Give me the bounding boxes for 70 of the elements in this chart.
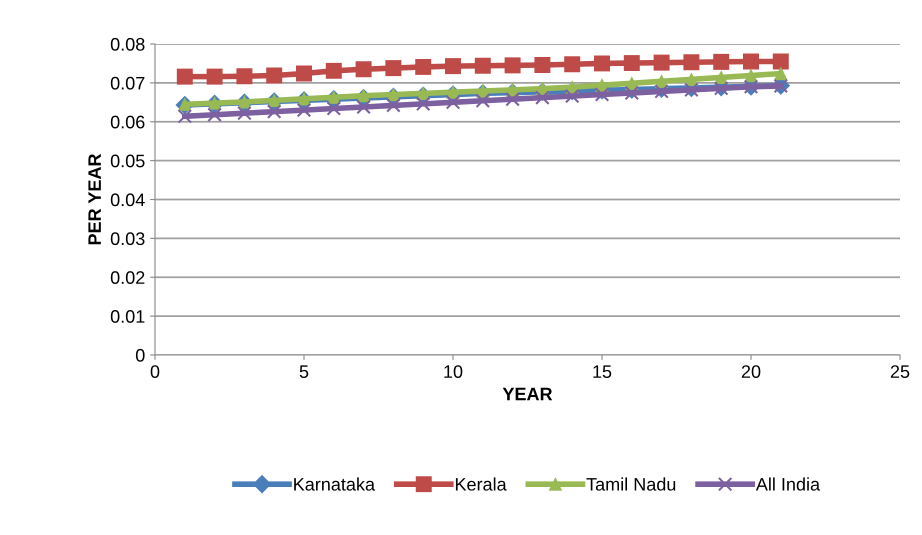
x-axis-title: YEAR [502,388,552,400]
point [327,90,340,104]
y-tick-label: 0.02 [110,271,144,284]
point [207,107,222,122]
point [535,90,550,105]
point [385,60,402,76]
point [206,68,223,85]
point [594,55,610,72]
point [564,56,580,72]
point [296,66,312,82]
point [176,68,193,85]
x-tick-label: 25 [890,365,910,378]
point [297,92,311,106]
point [624,86,640,100]
point [356,100,371,114]
y-tick-label: 0.08 [110,38,144,51]
point [415,58,432,75]
y-tick-label: 0 [136,348,145,362]
y-tick-label: 0.01 [110,310,144,323]
point [774,66,788,80]
point [564,88,580,104]
point [416,96,430,112]
legend-label: Tamil Nadu [586,477,676,491]
y-tick-label: 0.05 [110,154,145,168]
point [654,54,670,71]
point [326,101,342,116]
legend-label: All India [756,477,820,491]
point [237,106,252,120]
legend-label: Kerala [456,477,507,491]
point [713,54,730,70]
point [714,81,728,96]
y-tick-label: 0.06 [110,116,144,128]
point [683,54,700,70]
point [238,95,251,109]
point [445,58,461,74]
point [743,54,759,70]
point [744,68,758,82]
y-tick-label: 0.07 [110,76,144,90]
point [654,84,669,99]
point [357,89,370,102]
point [504,57,521,74]
point [236,68,252,84]
point [684,82,699,98]
point [386,98,401,113]
x-tick-label: 15 [593,365,612,378]
point [268,94,281,107]
point [266,68,282,84]
point [624,55,640,72]
point [356,61,372,78]
y-axis-title: PER YEAR [88,154,101,244]
y-tick-label: 0.03 [110,232,144,246]
point [505,92,520,106]
x-tick-label: 20 [742,365,760,378]
point [416,86,430,100]
x-tick-label: 10 [444,365,462,378]
point [266,104,282,119]
point [296,102,312,118]
point [594,87,610,102]
point [474,58,491,74]
legend-label: Karnataka [294,477,376,491]
y-tick-label: 0.04 [110,193,145,206]
x-tick-label: 0 [150,365,160,378]
point [476,93,490,108]
point [208,96,222,110]
point [534,57,550,73]
point [446,95,460,110]
point [326,62,342,79]
x-tick-label: 5 [300,365,308,378]
point [178,109,192,124]
point [772,54,789,70]
